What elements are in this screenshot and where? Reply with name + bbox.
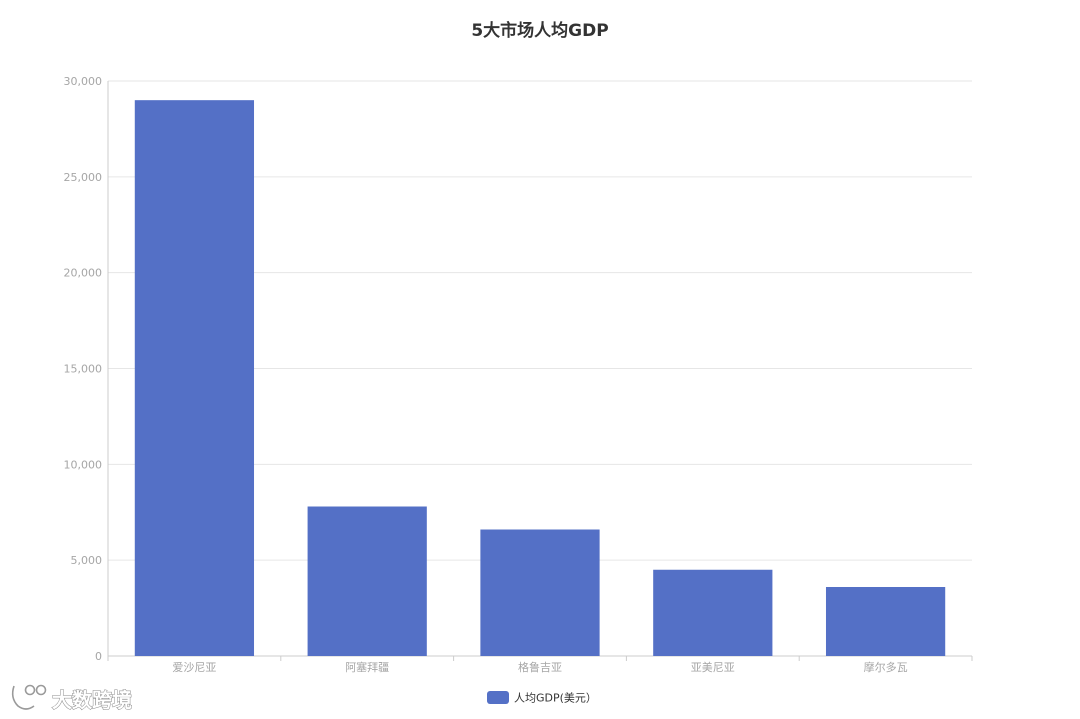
bar[interactable]	[134, 100, 255, 656]
legend-swatch	[487, 691, 509, 704]
y-tick-label: 0	[95, 650, 102, 663]
x-axis-tick-labels: 爱沙尼亚 阿塞拜疆 格鲁吉亚 亚美尼亚 摩尔多瓦	[172, 660, 907, 674]
bar[interactable]	[825, 587, 946, 656]
legend-label: 人均GDP(美元）	[514, 692, 597, 705]
y-tick-label: 15,000	[64, 363, 103, 376]
y-tick-label: 5,000	[71, 554, 103, 567]
bar[interactable]	[480, 529, 600, 657]
watermark: 大数跨境	[11, 684, 133, 713]
y-tick-label: 30,000	[64, 75, 103, 88]
x-tick-label: 爱沙尼亚	[172, 661, 216, 674]
y-tick-label: 20,000	[64, 267, 103, 280]
y-axis-tick-labels: 0 5,000 10,000 15,000 20,000 25,000 30,000	[64, 75, 103, 663]
y-tick-label: 10,000	[64, 458, 103, 471]
bar[interactable]	[653, 569, 773, 656]
chart-title: 5大市场人均GDP	[471, 20, 608, 41]
y-tick-label: 25,000	[64, 171, 103, 184]
legend[interactable]: 人均GDP(美元）	[487, 691, 597, 705]
bars	[134, 100, 946, 657]
x-tick-label: 格鲁吉亚	[518, 660, 562, 674]
bar[interactable]	[307, 506, 427, 657]
x-tick-label: 亚美尼亚	[691, 661, 735, 674]
x-tick-label: 阿塞拜疆	[345, 660, 389, 674]
watermark-text: 大数跨境	[52, 688, 132, 712]
x-tick-label: 摩尔多瓦	[864, 660, 908, 674]
watermark-logo-icon	[11, 684, 47, 710]
